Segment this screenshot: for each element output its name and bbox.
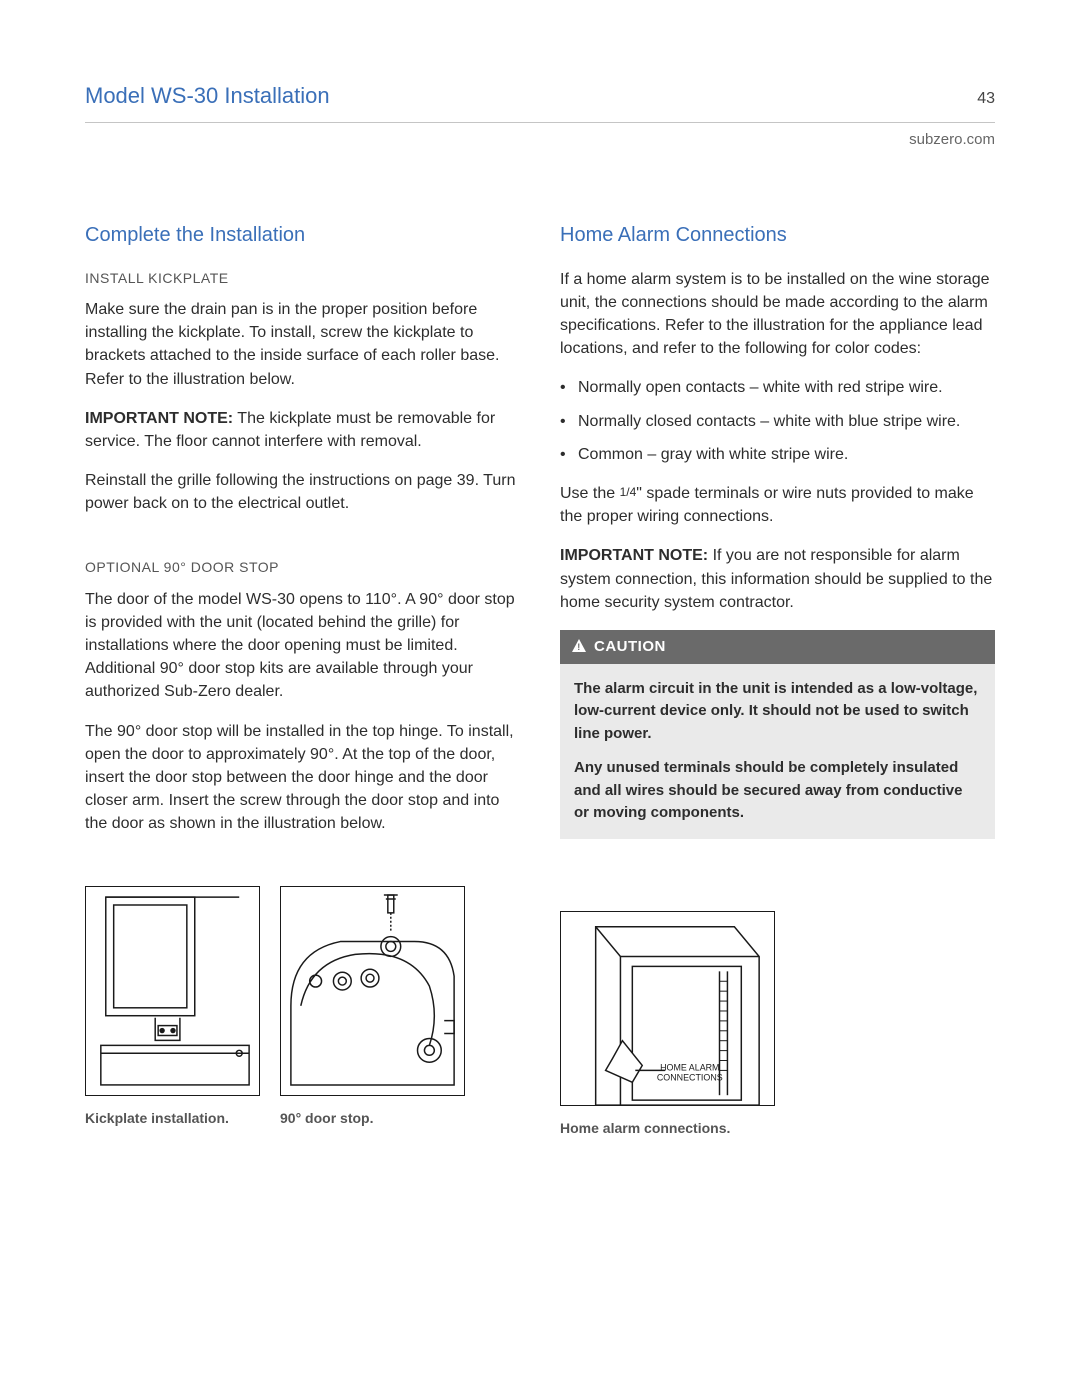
figure-doorstop-caption: 90° door stop. xyxy=(280,1108,465,1128)
kickplate-p2: Reinstall the grille following the instr… xyxy=(85,469,520,515)
left-column: Complete the Installation INSTALL KICKPL… xyxy=(85,221,520,1138)
left-figures-row: Kickplate installation. xyxy=(85,886,520,1128)
subhead-kickplate: INSTALL KICKPLATE xyxy=(85,268,520,288)
color-code-list: Normally open contacts – white with red … xyxy=(560,376,995,466)
alarm-figure-label-line1: HOME ALARM xyxy=(660,1062,719,1072)
doorstop-p1: The door of the model WS-30 opens to 110… xyxy=(85,588,520,704)
figure-kickplate-caption: Kickplate installation. xyxy=(85,1108,260,1128)
kickplate-p1: Make sure the drain pan is in the proper… xyxy=(85,298,520,391)
alarm-illustration: HOME ALARM CONNECTIONS xyxy=(561,911,774,1106)
caution-p1: The alarm circuit in the unit is intende… xyxy=(574,678,981,746)
section-title-complete: Complete the Installation xyxy=(85,221,520,250)
caution-box: ! CAUTION The alarm circuit in the unit … xyxy=(560,630,995,839)
page-number: 43 xyxy=(977,87,995,110)
alarm-note: IMPORTANT NOTE: If you are not responsib… xyxy=(560,544,995,614)
figure-kickplate: Kickplate installation. xyxy=(85,886,260,1128)
alarm-p1: If a home alarm system is to be installe… xyxy=(560,268,995,361)
subhead-doorstop: OPTIONAL 90° DOOR STOP xyxy=(85,557,520,577)
figure-doorstop-box xyxy=(280,886,465,1096)
caution-body: The alarm circuit in the unit is intende… xyxy=(560,664,995,839)
kickplate-illustration xyxy=(86,886,259,1096)
caution-header-text: CAUTION xyxy=(594,636,666,658)
p2-pre: Use the xyxy=(560,485,620,502)
caution-header: ! CAUTION xyxy=(560,630,995,664)
doorstop-p2: The 90° door stop will be installed in t… xyxy=(85,720,520,836)
bullet-item: Normally open contacts – white with red … xyxy=(560,376,995,399)
note-label: IMPORTANT NOTE: xyxy=(85,410,233,427)
svg-text:!: ! xyxy=(577,642,581,652)
page-title: Model WS-30 Installation xyxy=(85,80,330,112)
kickplate-note: IMPORTANT NOTE: The kickplate must be re… xyxy=(85,407,520,453)
figure-alarm-box: HOME ALARM CONNECTIONS xyxy=(560,911,775,1106)
figure-kickplate-box xyxy=(85,886,260,1096)
right-column: Home Alarm Connections If a home alarm s… xyxy=(560,221,995,1138)
content-columns: Complete the Installation INSTALL KICKPL… xyxy=(85,221,995,1138)
warning-icon: ! xyxy=(572,637,586,657)
p2-fraction: 1/4 xyxy=(620,485,637,499)
page-header: Model WS-30 Installation 43 xyxy=(85,80,995,123)
figure-alarm: HOME ALARM CONNECTIONS Home alarm connec… xyxy=(560,911,995,1138)
note-label: IMPORTANT NOTE: xyxy=(560,547,708,564)
bullet-item: Common – gray with white stripe wire. xyxy=(560,443,995,466)
alarm-figure-label-line2: CONNECTIONS xyxy=(657,1072,723,1082)
website-label: subzero.com xyxy=(85,129,995,151)
figure-doorstop: 90° door stop. xyxy=(280,886,465,1128)
section-title-alarm: Home Alarm Connections xyxy=(560,221,995,250)
figure-alarm-caption: Home alarm connections. xyxy=(560,1118,995,1138)
doorstop-illustration xyxy=(281,886,464,1096)
caution-p2: Any unused terminals should be completel… xyxy=(574,757,981,825)
bullet-item: Normally closed contacts – white with bl… xyxy=(560,410,995,433)
alarm-p2: Use the 1/4" spade terminals or wire nut… xyxy=(560,482,995,528)
